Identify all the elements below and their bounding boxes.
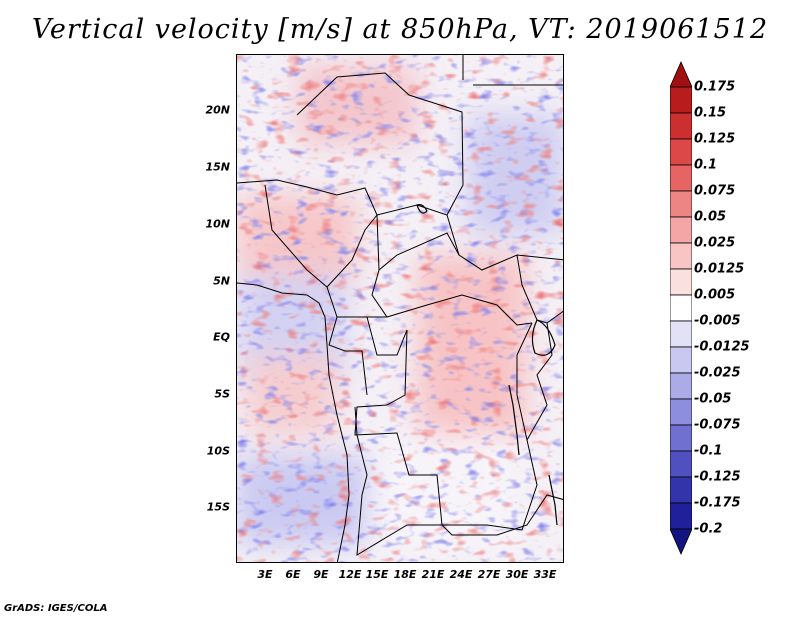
lake-victoria: [531, 319, 556, 356]
colorbar-label: -0.005: [694, 313, 741, 329]
chart-title: Vertical velocity [m/s] at 850hPa, VT: 2…: [31, 14, 769, 45]
colorbar-label: 0.125: [694, 131, 736, 147]
colorbar-swatch: [670, 61, 692, 88]
colorbar-swatch: [670, 268, 692, 296]
colorbar-swatch: [670, 138, 692, 166]
lon-label: 27E: [477, 568, 501, 581]
lake-malawi: [548, 474, 558, 526]
field-descent: [237, 55, 563, 562]
coastline: [237, 282, 350, 562]
lon-label: 33E: [533, 568, 557, 581]
colorbar-swatch: [670, 294, 692, 322]
colorbar-swatch: [670, 528, 692, 555]
lat-label: 10N: [205, 217, 230, 231]
colorbar-swatch: [670, 190, 692, 218]
map-panel: [236, 54, 564, 563]
colorbar-swatch: [670, 112, 692, 140]
border-zambia: [441, 494, 563, 536]
lat-label: 15N: [205, 160, 230, 174]
lon-label: 15E: [365, 568, 389, 581]
lakes: [416, 204, 558, 526]
colorbar-swatch: [670, 346, 692, 374]
colorbar-swatch: [670, 450, 692, 478]
colorbar-swatch: [670, 372, 692, 400]
country-borders: [237, 55, 563, 562]
lat-label: 10S: [206, 444, 230, 458]
lake-tanganyika: [508, 384, 520, 456]
colorbar: [670, 61, 692, 555]
lat-label: 15S: [206, 500, 230, 514]
border-sahel: [237, 179, 563, 271]
colorbar-swatch: [670, 398, 692, 426]
lon-label: 21E: [421, 568, 445, 581]
colorbar-label: -0.05: [694, 391, 732, 407]
lat-label: 5S: [214, 387, 230, 401]
lon-label: 3E: [257, 568, 273, 581]
lake-chad: [416, 204, 428, 214]
colorbar-label: -0.075: [694, 417, 741, 433]
map-canvas: [237, 55, 563, 562]
colorbar-label: -0.025: [694, 365, 741, 381]
colorbar-label: 0.025: [694, 235, 736, 251]
colorbar-label: 0.075: [694, 183, 736, 199]
lon-label: 6E: [285, 568, 301, 581]
colorbar-label: -0.125: [694, 469, 741, 485]
lat-label: 20N: [205, 103, 230, 117]
colorbar-label: 0.1: [694, 157, 718, 173]
lon-label: 24E: [449, 568, 473, 581]
colorbar-swatch: [670, 86, 692, 114]
colorbar-swatch: [670, 320, 692, 348]
border-drc: [354, 322, 538, 531]
border-car: [371, 269, 533, 326]
colorbar-label: 0.0125: [694, 261, 745, 277]
border-congo: [326, 286, 408, 396]
colorbar-swatch: [670, 476, 692, 504]
colorbar-label: 0.005: [694, 287, 736, 303]
colorbar-swatch: [670, 216, 692, 244]
lon-label: 9E: [313, 568, 329, 581]
border-libya-egypt: [462, 55, 563, 86]
colorbar-swatch: [670, 502, 692, 530]
border-chad: [376, 214, 460, 272]
border-angola: [354, 406, 442, 556]
lat-label: EQ: [213, 330, 230, 344]
colorbar-label: 0.05: [694, 209, 727, 225]
lon-label: 30E: [505, 568, 529, 581]
lon-label: 18E: [393, 568, 417, 581]
lon-label: 12E: [338, 568, 362, 581]
lat-label: 5N: [213, 274, 230, 288]
grads-credit: GrADS: IGES/COLA: [4, 603, 108, 614]
border-north: [296, 72, 464, 216]
colorbar-label: 0.15: [694, 105, 727, 121]
colorbar-swatch: [670, 164, 692, 192]
colorbar-label: 0.175: [694, 79, 736, 95]
colorbar-label: -0.1: [694, 443, 723, 459]
colorbar-label: -0.0125: [694, 339, 750, 355]
colorbar-swatch: [670, 424, 692, 452]
colorbar-label: -0.2: [694, 521, 723, 537]
colorbar-swatch: [670, 242, 692, 270]
colorbar-label: -0.175: [694, 495, 741, 511]
